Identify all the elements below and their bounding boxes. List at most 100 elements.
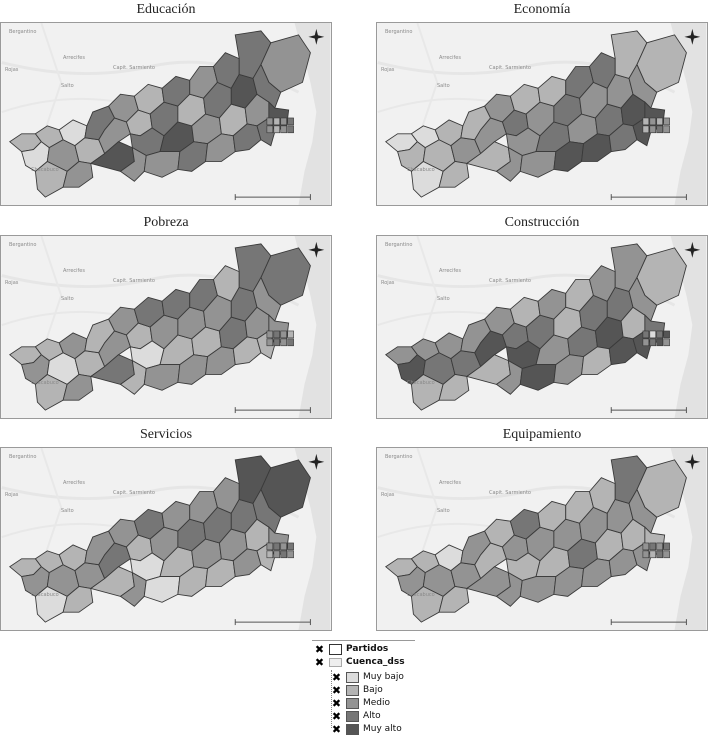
cuenca-swatch — [329, 658, 342, 667]
partidos-swatch — [329, 644, 342, 655]
urban-district — [656, 338, 663, 347]
basemap-place-label: Chacabuco — [31, 167, 59, 173]
map-panel-economia: Economía Bergantino Rojas Arrecifes Capit. S… — [376, 0, 708, 208]
map-title: Educación — [136, 2, 196, 17]
urban-district — [273, 117, 281, 126]
legend-class-label: Muy alto — [363, 724, 402, 734]
urban-district — [649, 125, 657, 134]
basemap-place-label: Rojas — [381, 67, 395, 73]
urban-district — [280, 125, 287, 134]
urban-district — [266, 542, 274, 551]
basemap-place-label: Salto — [61, 508, 74, 514]
scale-bar — [234, 619, 311, 626]
legend-class-label: Bajo — [363, 685, 383, 695]
legend-class-label: Muy bajo — [363, 672, 404, 682]
urban-district — [656, 550, 663, 559]
urban-district — [280, 338, 287, 347]
choropleth-map: Bergantino Rojas Arrecifes Capit. Sarmiento… — [0, 235, 332, 419]
urban-district — [266, 117, 274, 126]
basemap-place-label: Bergantino — [385, 242, 413, 248]
basemap-place-label: Arrecifes — [63, 55, 85, 61]
urban-district — [273, 542, 281, 551]
urban-district — [266, 330, 274, 339]
scale-bar — [610, 619, 687, 626]
basemap-place-label: Rojas — [5, 67, 19, 73]
district-polygon — [62, 374, 94, 401]
north-arrow-icon — [308, 28, 325, 45]
choropleth-map: Bergantino Rojas Arrecifes Capit. Sarmiento… — [376, 447, 708, 631]
north-arrow-icon — [684, 28, 701, 45]
basemap-place-label: Capit. Sarmiento — [113, 490, 155, 496]
checkbox-checked-icon[interactable]: ✖ — [314, 656, 325, 669]
map-title: Pobreza — [143, 215, 189, 230]
basemap-place-label: Arrecifes — [439, 55, 461, 61]
scale-bar — [234, 407, 311, 414]
basemap-place-label: Salto — [437, 508, 450, 514]
urban-district — [287, 542, 294, 551]
district-polygon — [628, 276, 658, 322]
basemap-place-label: Bergantino — [9, 242, 37, 248]
urban-district — [287, 338, 294, 347]
legend-tree-line — [331, 670, 333, 728]
urban-district — [273, 330, 281, 339]
urban-district — [649, 542, 657, 551]
urban-district — [649, 550, 657, 559]
basemap-place-label: Salto — [437, 83, 450, 89]
basemap-place-label: Rojas — [5, 280, 19, 286]
district-polygon — [252, 63, 282, 109]
urban-district — [280, 117, 287, 126]
urban-district — [663, 338, 670, 347]
basemap-place-label: Chacabuco — [407, 592, 435, 598]
district-polygon — [438, 586, 470, 613]
basemap-place-label: Bergantino — [9, 454, 37, 460]
district-polygon — [62, 586, 94, 613]
urban-district — [273, 125, 281, 134]
map-panel-educacion: Educación Bergantino Rojas Arrecifes Capit. … — [0, 0, 332, 208]
basemap-place-label: Capit. Sarmiento — [489, 278, 531, 284]
urban-district — [287, 330, 294, 339]
urban-district — [273, 338, 281, 347]
basemap-place-label: Capit. Sarmiento — [113, 278, 155, 284]
district-polygon — [438, 374, 470, 401]
urban-district — [642, 125, 650, 134]
basemap-place-label: Arrecifes — [439, 480, 461, 486]
urban-district — [287, 117, 294, 126]
legend-layer-label: Cuenca_dss — [346, 657, 405, 667]
district-polygon — [438, 161, 470, 188]
urban-district — [642, 330, 650, 339]
urban-district — [649, 117, 657, 126]
checkbox-checked-icon[interactable]: ✖ — [331, 684, 342, 697]
choropleth-map: Bergantino Rojas Arrecifes Capit. Sarmiento… — [376, 235, 708, 419]
checkbox-checked-icon[interactable]: ✖ — [331, 710, 342, 723]
basemap-place-label: Chacabuco — [407, 380, 435, 386]
basemap-place-label: Rojas — [381, 280, 395, 286]
urban-district — [280, 550, 287, 559]
scale-bar — [610, 194, 687, 201]
district-polygon — [628, 488, 658, 534]
checkbox-checked-icon[interactable]: ✖ — [331, 697, 342, 710]
map-title: Servicios — [139, 427, 193, 442]
basemap-place-label: Capit. Sarmiento — [489, 490, 531, 496]
urban-district — [273, 550, 281, 559]
choropleth-map: Bergantino Rojas Arrecifes Capit. Sarmiento… — [0, 447, 332, 631]
map-title: Equipamiento — [502, 427, 582, 442]
map-title: Construcción — [504, 215, 580, 230]
urban-district — [287, 550, 294, 559]
legend-swatch — [346, 711, 359, 722]
checkbox-checked-icon[interactable]: ✖ — [331, 723, 342, 736]
basemap-place-label: Salto — [61, 83, 74, 89]
checkbox-checked-icon[interactable]: ✖ — [314, 643, 325, 656]
basemap-place-label: Salto — [437, 296, 450, 302]
legend-swatch — [346, 672, 359, 683]
checkbox-checked-icon[interactable]: ✖ — [331, 671, 342, 684]
basemap-place-label: Salto — [61, 296, 74, 302]
legend-divider — [312, 640, 415, 641]
map-panel-pobreza: Pobreza Bergantino Rojas Arrecifes Capit. Sa… — [0, 213, 332, 421]
basemap-place-label: Capit. Sarmiento — [489, 65, 531, 71]
choropleth-map: Bergantino Rojas Arrecifes Capit. Sarmiento… — [376, 22, 708, 206]
legend-layer-label: Partidos — [346, 644, 389, 654]
urban-district — [663, 550, 670, 559]
legend-class-label: Medio — [363, 698, 391, 708]
map-panel-equipamiento: Equipamiento Bergantino Rojas Arrecifes Capi… — [376, 425, 708, 633]
urban-district — [280, 330, 287, 339]
